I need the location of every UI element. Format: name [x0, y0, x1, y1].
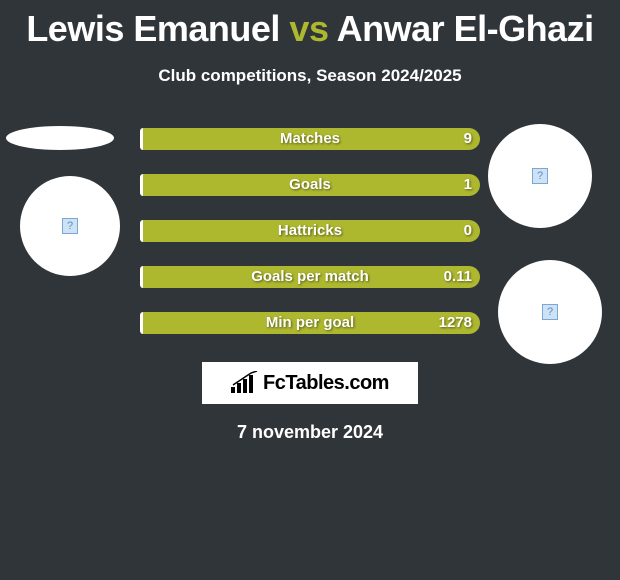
stat-row: Goals1	[140, 174, 480, 196]
vs-text: vs	[289, 8, 328, 49]
player2-avatar-2: ?	[498, 260, 602, 364]
footer-logo: FcTables.com	[202, 362, 418, 404]
stat-value-player2: 1278	[439, 312, 472, 334]
player1-avatar: ?	[20, 176, 120, 276]
stat-label: Goals per match	[140, 266, 480, 288]
stat-row: Goals per match0.11	[140, 266, 480, 288]
decorative-ellipse	[6, 126, 114, 150]
stat-row: Matches9	[140, 128, 480, 150]
player1-name: Lewis Emanuel	[26, 8, 280, 49]
stat-row: Min per goal1278	[140, 312, 480, 334]
stat-label: Hattricks	[140, 220, 480, 242]
stat-value-player2: 1	[464, 174, 472, 196]
stat-row: Hattricks0	[140, 220, 480, 242]
stat-label: Min per goal	[140, 312, 480, 334]
player2-name: Anwar El-Ghazi	[337, 8, 594, 49]
date-text: 7 november 2024	[0, 422, 620, 443]
stat-value-player2: 0	[464, 220, 472, 242]
image-placeholder-icon: ?	[62, 218, 78, 234]
image-placeholder-icon: ?	[532, 168, 548, 184]
footer-logo-text: FcTables.com	[263, 372, 389, 395]
player2-avatar-1: ?	[488, 124, 592, 228]
image-placeholder-icon: ?	[542, 304, 558, 320]
subtitle: Club competitions, Season 2024/2025	[0, 66, 620, 86]
stat-label: Goals	[140, 174, 480, 196]
stat-label: Matches	[140, 128, 480, 150]
bars-icon	[231, 371, 259, 395]
stat-value-player2: 9	[464, 128, 472, 150]
stat-value-player2: 0.11	[444, 266, 472, 288]
comparison-title: Lewis Emanuel vs Anwar El-Ghazi	[0, 0, 620, 50]
stats-container: Matches9Goals1Hattricks0Goals per match0…	[140, 128, 480, 334]
